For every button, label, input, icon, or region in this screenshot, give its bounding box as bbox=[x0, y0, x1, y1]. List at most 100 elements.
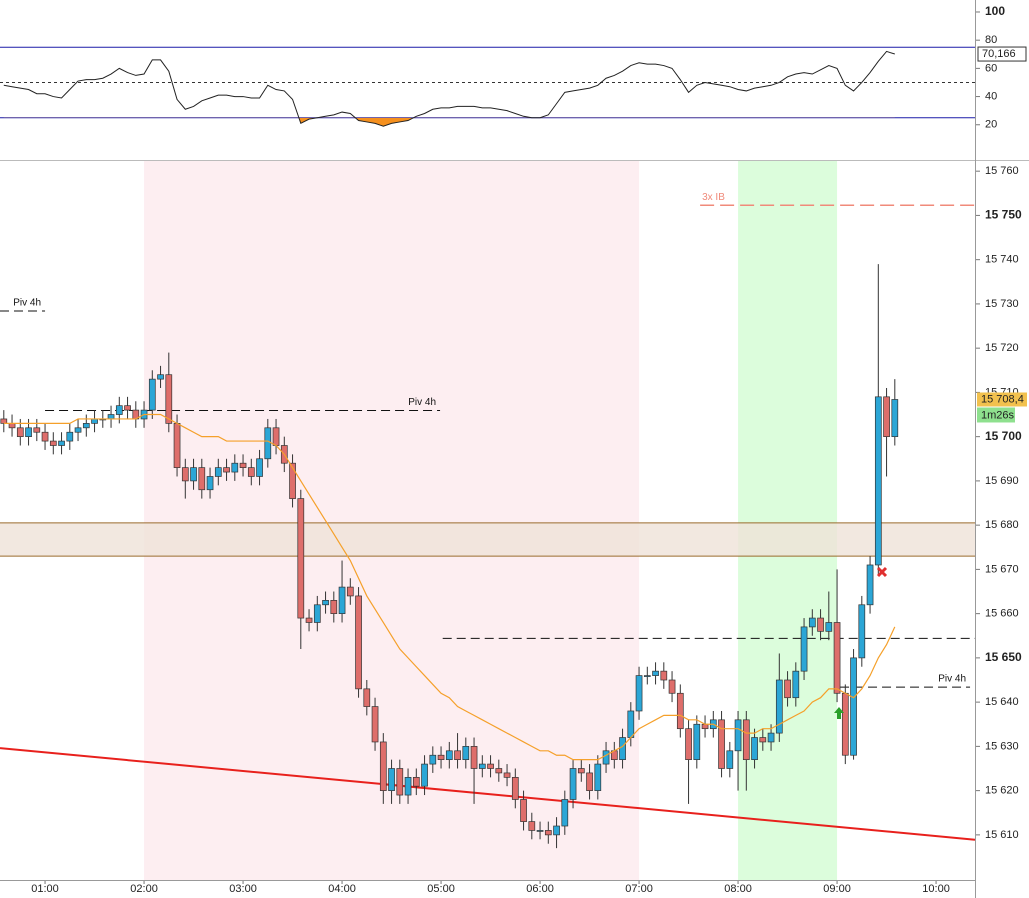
candle-body bbox=[602, 750, 610, 765]
exit-marker bbox=[876, 566, 888, 578]
candle-body bbox=[478, 763, 486, 769]
y-tick-label: 15 680 bbox=[985, 519, 1019, 531]
rsi-panel bbox=[0, 46, 975, 127]
candle-body bbox=[569, 768, 577, 800]
candle-body bbox=[643, 675, 651, 677]
candle-body bbox=[503, 772, 511, 778]
pivot-label: 3x IB bbox=[702, 192, 725, 203]
x-tick-label: 01:00 bbox=[31, 883, 59, 895]
trend-line bbox=[0, 747, 975, 841]
candle-body bbox=[701, 723, 709, 730]
candle-body bbox=[594, 763, 602, 791]
y-tick-label: 15 660 bbox=[985, 608, 1019, 620]
candle-body bbox=[850, 657, 857, 756]
y-tick-label: 40 bbox=[985, 90, 997, 102]
y-tick-label: 80 bbox=[985, 34, 997, 46]
y-tick-label: 15 720 bbox=[985, 342, 1019, 354]
candle-body bbox=[16, 427, 24, 438]
candle-body bbox=[445, 750, 453, 761]
y-tick-label: 15 730 bbox=[985, 298, 1019, 310]
candle-body bbox=[82, 423, 90, 429]
candle-body bbox=[759, 737, 767, 743]
candle-body bbox=[355, 595, 362, 690]
candle-body bbox=[148, 378, 156, 411]
oversold-fill bbox=[298, 117, 414, 127]
candle-body bbox=[668, 679, 676, 694]
x-tick-label: 04:00 bbox=[328, 883, 356, 895]
y-tick-label: 15 690 bbox=[985, 475, 1019, 487]
rsi-line bbox=[3, 50, 895, 127]
candle-body bbox=[462, 746, 470, 761]
candle-body bbox=[511, 776, 519, 800]
candle-body bbox=[396, 768, 404, 796]
y-tick-label: 15 620 bbox=[985, 785, 1019, 797]
candle-body bbox=[8, 423, 16, 429]
candle-body bbox=[289, 462, 296, 499]
candle-body bbox=[635, 675, 643, 712]
x-tick-label: 08:00 bbox=[724, 883, 752, 895]
candle-body bbox=[487, 763, 494, 769]
candle-body bbox=[858, 604, 866, 659]
candle-body bbox=[627, 710, 635, 738]
y-tick-label: 15 700 bbox=[985, 429, 1022, 443]
candle-body bbox=[883, 396, 890, 438]
x-tick-label: 02:00 bbox=[130, 883, 158, 895]
candle-body bbox=[536, 830, 544, 832]
x-tick-label: 09:00 bbox=[823, 883, 851, 895]
candle-body bbox=[264, 427, 272, 460]
candle-body bbox=[726, 750, 734, 769]
candle-body bbox=[157, 374, 164, 380]
candle-body bbox=[751, 737, 758, 761]
candle-body bbox=[412, 776, 420, 787]
zone bbox=[0, 522, 975, 557]
y-tick-label: 20 bbox=[985, 119, 997, 131]
candle-body bbox=[322, 600, 329, 606]
candle-body bbox=[454, 750, 461, 761]
candle-body bbox=[660, 670, 668, 681]
candle-body bbox=[784, 679, 791, 699]
last-value-label: 70,166 bbox=[982, 48, 1016, 60]
candle-body bbox=[247, 467, 255, 477]
candle-body bbox=[619, 737, 626, 761]
candle-body bbox=[833, 622, 841, 694]
candle-body bbox=[874, 396, 882, 566]
pivot-label: Piv 4h bbox=[408, 397, 436, 408]
x-tick-label: 06:00 bbox=[526, 883, 554, 895]
candle-body bbox=[685, 728, 692, 761]
countdown-label: 1m26s bbox=[981, 409, 1015, 421]
candle-body bbox=[841, 692, 849, 756]
price-panel: Piv 4h Piv 4h Piv 4h 3x IB bbox=[0, 161, 975, 880]
candle-body bbox=[421, 763, 428, 787]
candle-body bbox=[792, 670, 800, 699]
candle-body bbox=[33, 427, 41, 433]
candle-body bbox=[577, 768, 585, 774]
candle-body bbox=[297, 498, 305, 619]
candle-body bbox=[66, 431, 74, 442]
candle-body bbox=[553, 825, 560, 836]
candle-body bbox=[181, 467, 189, 482]
pivot-label: Piv 4h bbox=[938, 674, 966, 685]
candle-body bbox=[520, 799, 527, 822]
candle-body bbox=[528, 821, 536, 831]
y-tick-label: 15 640 bbox=[985, 696, 1019, 708]
candle-body bbox=[223, 467, 230, 473]
candle-body bbox=[272, 427, 280, 446]
candle-body bbox=[338, 586, 346, 614]
candle-body bbox=[718, 719, 725, 769]
candle-body bbox=[866, 564, 874, 606]
candle-body bbox=[817, 617, 824, 632]
y-tick-label: 15 740 bbox=[985, 254, 1019, 266]
candle-body bbox=[363, 688, 371, 707]
y-tick-label: 15 610 bbox=[985, 829, 1019, 841]
signal-markers bbox=[834, 566, 888, 719]
candle-body bbox=[734, 719, 742, 752]
session-band bbox=[738, 161, 838, 880]
countdown-box bbox=[977, 407, 1015, 423]
candle-body bbox=[58, 440, 65, 446]
candle-body bbox=[91, 418, 98, 424]
candle-body bbox=[800, 626, 808, 672]
candle-body bbox=[239, 462, 247, 468]
y-tick-label: 15 760 bbox=[985, 165, 1019, 177]
candle-body bbox=[115, 405, 123, 415]
moving-average bbox=[3, 413, 896, 761]
